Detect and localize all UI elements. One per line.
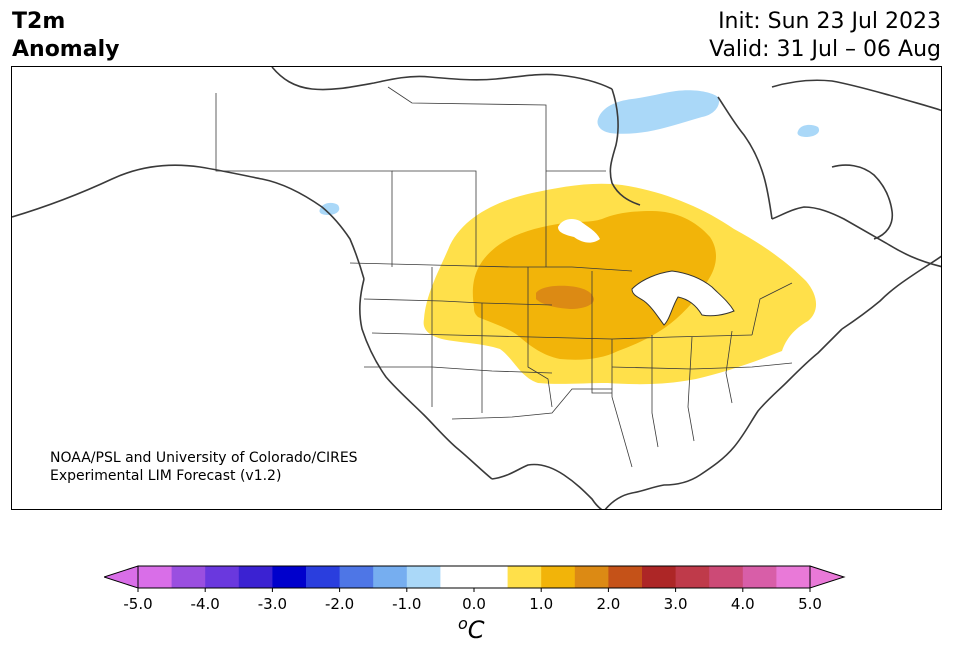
colorbar-segment [440,566,475,588]
colorbar-segment [742,566,777,588]
colorbar-segment [138,566,173,588]
colorbar-unit: oC [458,614,485,644]
lake-winnipeg [558,219,600,243]
colorbar-segment [608,566,643,588]
unit-degree: o [458,614,468,633]
forecast-dates: Init: Sun 23 Jul 2023 Valid: 31 Jul – 06… [709,8,941,64]
colorbar-tick-label: 4.0 [731,595,755,613]
colorbar-segment [675,566,710,588]
init-date: Init: Sun 23 Jul 2023 [718,9,941,34]
valid-period: Valid: 31 Jul – 06 Aug [709,37,941,62]
colorbar-tick-label: 5.0 [798,595,822,613]
colorbar-segment [541,566,576,588]
anomaly-warm-region [472,211,716,360]
colorbar-segment [642,566,677,588]
colorbar-tick-label: 0.0 [462,595,486,613]
colorbar: -5.0 -4.0 -3.0 -2.0 -1.0 0.0 1.0 2.0 3.0 4.0 5.0 [102,564,852,618]
title-field: Anomaly [12,37,120,62]
credit-line-org: NOAA/PSL and University of Colorado/CIRE… [50,450,358,466]
colorbar-segment [507,566,542,588]
colorbar-tick-label: -1.0 [392,595,421,613]
map-title: T2m Anomaly [12,8,119,64]
colorbar-segment [574,566,609,588]
title-variable: T2m [12,9,66,34]
credit-text: NOAA/PSL and University of Colorado/CIRE… [50,449,358,485]
anomaly-cool-patch-west [319,202,340,215]
colorbar-tick-label: 3.0 [664,595,688,613]
colorbar-segment [406,566,441,588]
unit-celsius: C [467,616,485,644]
map-panel: NOAA/PSL and University of Colorado/CIRE… [11,66,942,510]
colorbar-tick-label: -2.0 [325,595,354,613]
colorbar-segment [238,566,273,588]
colorbar-segment [474,566,509,588]
coastlines [12,67,941,509]
anomaly-hot-region [536,285,594,309]
great-lakes [631,270,735,326]
colorbar-low-extend [102,565,139,589]
colorbar-tick-label: 1.0 [529,595,553,613]
anomaly-map [12,67,941,509]
colorbar-tick-label: -3.0 [258,595,287,613]
colorbar-segment [776,566,811,588]
political-borders [215,86,793,468]
colorbar-segment [339,566,374,588]
colorbar-segment [205,566,240,588]
anomaly-cool-hudson-bay [597,90,720,134]
colorbar-segment [272,566,307,588]
colorbar-high-extend [809,565,846,589]
colorbar-tick-label: -4.0 [191,595,220,613]
anomaly-cool-patch-east [797,124,820,137]
credit-line-model: Experimental LIM Forecast (v1.2) [50,468,282,484]
colorbar-segment [306,566,341,588]
colorbar-graphic: -5.0 -4.0 -3.0 -2.0 -1.0 0.0 1.0 2.0 3.0 4.0 5.0 [102,565,846,613]
colorbar-tick-label: -5.0 [123,595,152,613]
colorbar-segment [709,566,744,588]
colorbar-segment [171,566,206,588]
colorbar-tick-label: 2.0 [596,595,620,613]
colorbar-segment [373,566,408,588]
